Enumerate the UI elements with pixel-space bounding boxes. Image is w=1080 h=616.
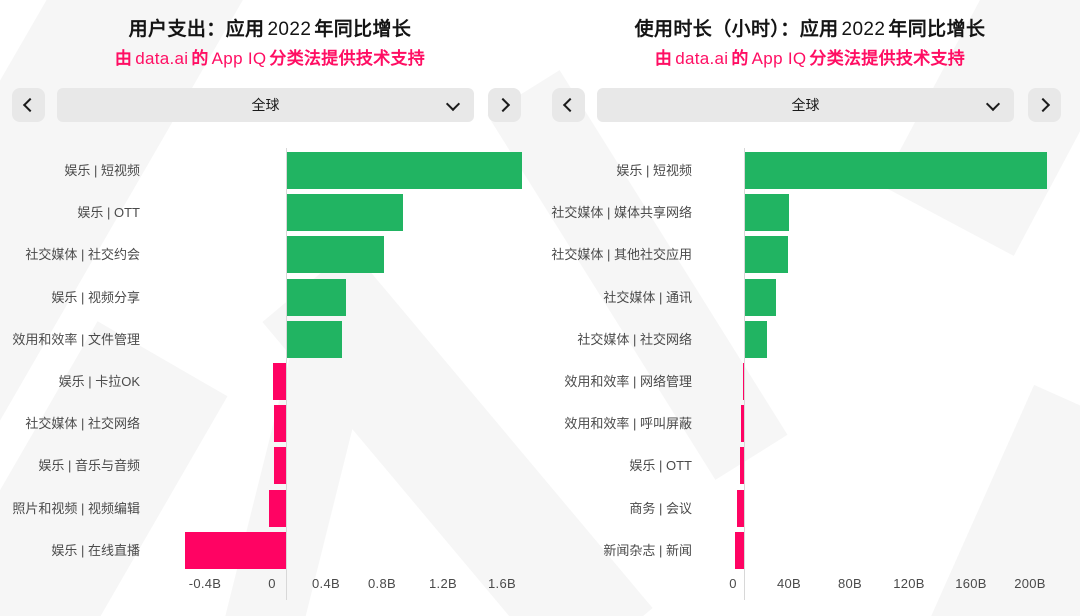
x-axis-tick-label: 0.8B [368,576,396,591]
brand-name: data.ai [675,49,729,68]
category-label: 娱乐 | 卡拉OK [58,374,140,389]
region-dropdown-value: 全球 [791,97,820,113]
title-year: 2022 [841,19,886,40]
bar[interactable] [287,278,347,316]
subtitle-text: 分类法提供技术支持 [809,49,966,68]
product-name: App IQ [211,49,267,68]
zero-axis-line [744,148,745,600]
bar[interactable] [745,278,776,316]
bar[interactable] [287,152,522,189]
category-label: 效用和效率 | 呼叫屏蔽 [564,416,692,432]
category-label: 娱乐 | 短视频 [616,163,692,178]
category-label: 照片和视频 | 视频编辑 [12,500,140,516]
category-label: 社交媒体 | 社交网络 [25,416,140,432]
category-label: 娱乐 | 视频分享 [51,289,140,305]
subtitle-text: 由 [654,49,673,68]
category-label: 娱乐 | 在线直播 [51,542,140,558]
bar[interactable] [739,447,744,485]
x-axis-tick-label: 1.2B [429,576,457,591]
x-axis-tick-label: -0.4B [188,576,222,591]
chart-subtitle: 由 data.ai 的 App IQ 分类法提供技术支持 [540,44,1080,69]
panel-time-spent: 使用时长（小时）：应用 2022 年同比增长 由 data.ai 的 App IQ 分类法提… [540,0,1080,616]
subtitle-text: 的 [191,49,209,68]
bar[interactable] [268,489,286,527]
x-axis-tick-label: 160B [955,576,987,591]
zero-axis-line [286,148,287,600]
brand-name: data.ai [135,49,189,68]
x-axis-tick-label: 0.4B [312,576,340,591]
category-label: 社交媒体 | 社交网络 [577,331,692,347]
x-axis-tick-label: 0 [729,576,737,591]
bar[interactable] [736,489,744,527]
category-label: 社交媒体 | 其他社交应用 [551,247,692,263]
category-label: 社交媒体 | 媒体共享网络 [551,205,692,221]
category-label: 娱乐 | 音乐与音频 [38,458,140,474]
title-prefix: 用户支出：应用 [128,19,265,40]
region-dropdown[interactable]: 全球 [597,88,1014,122]
x-axis-tick-label: 0 [268,576,276,591]
bar[interactable] [274,405,286,443]
category-label: 社交媒体 | 社交约会 [25,247,140,263]
bar[interactable] [742,363,744,400]
bar[interactable] [735,531,744,569]
bar[interactable] [745,152,1048,189]
subtitle-text: 由 [114,49,133,68]
subtitle-text: 分类法提供技术支持 [269,49,426,68]
category-label: 新闻杂志 | 新闻 [603,542,692,558]
next-region-button[interactable] [1028,88,1061,122]
time-spent-bar-chart: 娱乐 | 短视频社交媒体 | 媒体共享网络 社交媒体 | 其他社交应用社交媒体 |… [540,0,1080,616]
category-label: 商务 | 会议 [629,500,692,516]
x-axis-tick-label: 120B [893,576,925,591]
category-label: 效用和效率 | 网络管理 [564,374,692,389]
region-dropdown[interactable]: 全球 [57,88,474,122]
bar[interactable] [745,194,790,232]
bar[interactable] [287,194,403,232]
subtitle-text: 的 [731,49,749,68]
x-axis-tick-label: 80B [837,576,863,591]
category-label: 娱乐 | OTT [77,205,140,221]
x-axis-tick-label: 1.6B [488,576,516,591]
bar[interactable] [287,236,385,274]
title-suffix: 年同比增长 [314,19,412,40]
bar[interactable] [274,447,286,485]
bar[interactable] [741,405,744,443]
user-spend-bar-chart: 娱乐 | 短视频娱乐 | OTT 社交媒体 | 社交约会娱乐 | 视频分享效用和效… [12,148,522,600]
bar[interactable] [272,363,286,400]
category-label: 娱乐 | 短视频 [64,163,140,178]
bar[interactable] [184,531,286,569]
panel-user-spend: 用户支出：应用 2022 年同比增长 由 data.ai 的 App IQ 分类法提供技术支… [0,14,540,600]
chart-title: 用户支出：应用 2022 年同比增长 [6,14,534,41]
chart-subtitle: 由 data.ai 的 App IQ 分类法提供技术支持 [0,44,540,69]
category-label: 社交媒体 | 通讯 [603,289,692,305]
region-dropdown-value: 全球 [251,97,280,113]
next-region-button[interactable] [488,88,521,122]
x-axis-tick-label: 200B [1014,576,1046,591]
category-label: 娱乐 | OTT [629,458,692,474]
chart-title: 使用时长（小时）：应用 2022 年同比增长 [546,14,1074,41]
prev-region-button[interactable] [12,88,45,122]
bar[interactable] [745,236,788,274]
product-name: App IQ [751,49,807,68]
prev-region-button[interactable] [552,88,585,122]
x-axis-tick-label: 40B [776,576,802,591]
bar[interactable] [287,320,343,358]
category-label: 效用和效率 | 文件管理 [12,331,140,347]
title-prefix: 使用时长（小时）：应用 [634,19,839,40]
title-suffix: 年同比增长 [888,19,986,40]
bar[interactable] [745,320,768,358]
title-year: 2022 [267,19,312,40]
